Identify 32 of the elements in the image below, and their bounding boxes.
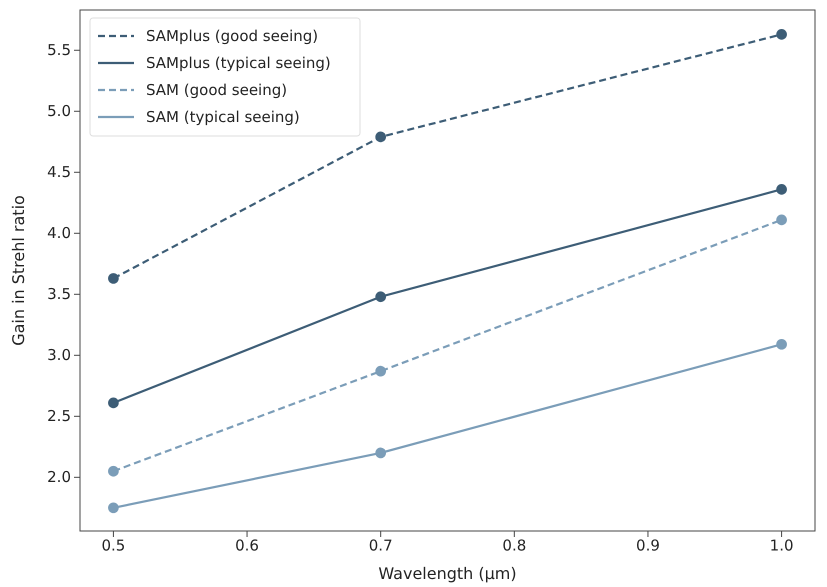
x-tick-label: 1.0 [770,536,794,555]
x-tick-label: 0.5 [101,536,126,555]
y-axis-title: Gain in Strehl ratio [9,195,28,346]
legend-label: SAM (typical seeing) [146,108,300,126]
point [375,366,386,377]
y-tick-label: 4.0 [47,224,71,242]
y-tick-label: 2.0 [47,468,71,486]
x-tick-label: 0.7 [368,536,393,555]
point [108,502,119,514]
point [776,184,787,195]
point [108,398,119,408]
x-tick-label: 0.8 [502,536,526,555]
x-tick-label: 0.9 [636,536,660,555]
y-tick-label: 5.0 [47,102,71,120]
point [375,448,386,458]
y-tick-label: 3.0 [47,346,71,364]
point [776,29,787,40]
point [108,273,119,284]
y-tick-label: 4.5 [47,163,71,182]
x-axis-title: Wavelength (μm) [378,564,517,583]
point [375,291,386,302]
y-tick-label: 3.5 [47,285,71,304]
y-tick-label: 5.5 [47,41,71,60]
legend-label: SAMplus (good seeing) [146,27,318,45]
legend-label: SAMplus (typical seeing) [146,54,331,72]
y-tick-label: 2.5 [47,407,71,426]
point [776,338,787,350]
point [776,214,787,226]
point [375,132,386,142]
legend-label: SAM (good seeing) [146,81,288,99]
point [108,466,119,477]
x-tick-label: 0.6 [235,536,259,555]
